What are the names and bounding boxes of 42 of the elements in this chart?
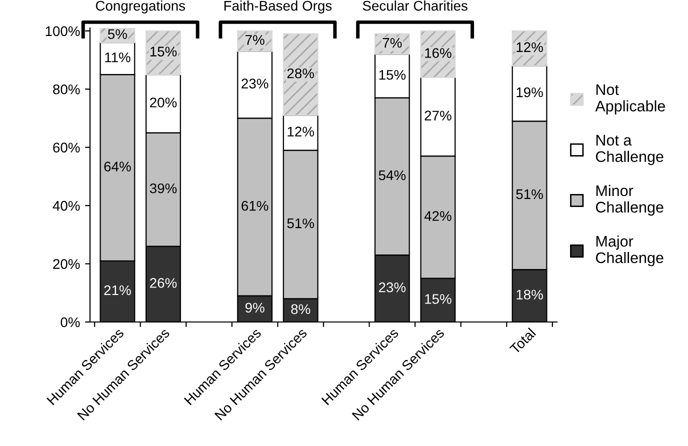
data-label: 27% <box>424 110 452 120</box>
legend-label: Not a Challenge <box>596 134 664 166</box>
data-label: 7% <box>246 35 264 45</box>
data-label: 39% <box>150 183 177 194</box>
legend-label: Minor Challenge <box>596 184 664 216</box>
data-label: 7% <box>382 38 402 48</box>
y-tick-label: 20% <box>53 259 80 269</box>
data-label: 18% <box>516 290 543 300</box>
data-label: 23% <box>378 282 406 292</box>
text: Faith-Based Orgs <box>224 0 332 14</box>
data-label: 12% <box>516 42 543 52</box>
data-label: 26% <box>150 278 177 288</box>
data-label: 15% <box>379 70 406 80</box>
data-label: 15% <box>425 294 452 304</box>
legend-label: Not Applicable <box>595 84 666 115</box>
data-label: 21% <box>104 285 131 296</box>
data-label: 28% <box>287 68 314 78</box>
data-label: 51% <box>287 218 314 228</box>
text: Secular Charities <box>362 0 468 11</box>
text: Congregations <box>96 0 186 14</box>
y-tick-label: 100% <box>46 26 80 36</box>
data-label: 11% <box>105 52 130 62</box>
data-label: 12% <box>288 126 314 136</box>
data-label: 54% <box>378 170 406 180</box>
data-label: 9% <box>245 302 264 313</box>
y-tick-label: 40% <box>52 200 80 211</box>
data-label: 42% <box>424 211 452 221</box>
data-label: 23% <box>242 78 268 88</box>
data-label: 61% <box>242 200 268 211</box>
bar <box>282 33 318 116</box>
data-label: 5% <box>108 29 128 40</box>
data-label: 64% <box>104 162 131 172</box>
y-tick-label: 60% <box>53 142 80 153</box>
y-tick-label: 0% <box>60 317 80 328</box>
legend-label: Major Challenge <box>596 235 664 266</box>
data-label: 16% <box>425 48 452 58</box>
data-label: 51% <box>516 189 543 200</box>
data-label: 19% <box>516 87 543 98</box>
data-label: 8% <box>291 304 310 314</box>
data-label: 20% <box>150 98 177 108</box>
data-label: 15% <box>150 46 177 56</box>
y-tick-label: 80% <box>53 84 80 94</box>
